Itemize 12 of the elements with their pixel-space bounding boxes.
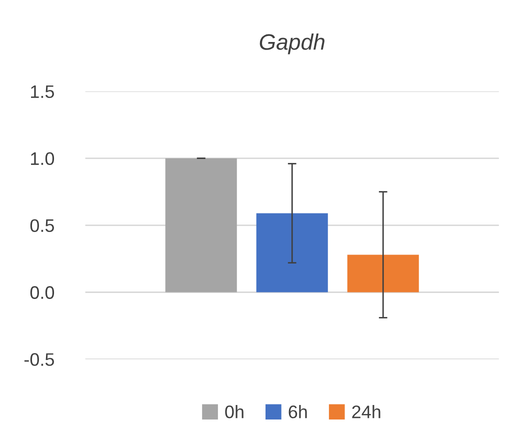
legend-label: 0h — [225, 405, 244, 418]
chart-title: Gapdh — [260, 34, 324, 54]
bar — [256, 213, 328, 292]
y-tick-label: -0.5 — [24, 353, 54, 366]
y-tick-label: 0.5 — [30, 219, 54, 232]
legend-label: 6h — [288, 405, 307, 418]
legend-label: 24h — [352, 405, 380, 418]
bar — [165, 158, 237, 292]
y-tick-label: 0.0 — [30, 286, 54, 299]
y-tick-label: 1.0 — [31, 152, 54, 166]
bar — [347, 254, 419, 292]
y-tick-label: 1.5 — [31, 85, 54, 98]
